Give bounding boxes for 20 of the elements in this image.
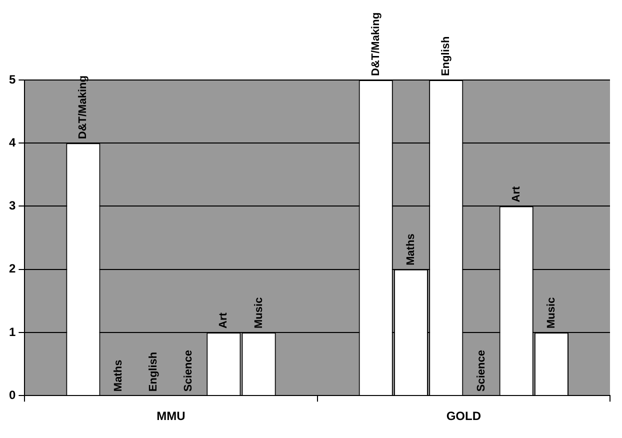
x-tick-label: MMU: [156, 409, 186, 424]
text: Art: [218, 312, 230, 328]
y-tick-label: 3: [8, 198, 16, 213]
text: Maths: [112, 360, 124, 392]
y-tick-label: 0: [8, 388, 16, 402]
text: Music: [252, 297, 265, 328]
x-tick-label: GOLD: [446, 409, 482, 424]
text: Maths: [405, 234, 418, 266]
y-tick-label: 4: [8, 135, 16, 150]
y-tick-label: 5: [8, 72, 16, 86]
y-tick-label: 2: [8, 262, 16, 276]
text: Music: [546, 297, 558, 328]
text: Science: [475, 350, 488, 392]
text: D&T/Making: [77, 76, 90, 140]
text: English: [147, 352, 160, 392]
y-tick-label: 1: [8, 324, 16, 339]
text: Art: [510, 186, 522, 202]
text: English: [440, 36, 452, 76]
text: D&T/Making: [370, 12, 382, 76]
text: Science: [182, 350, 195, 392]
